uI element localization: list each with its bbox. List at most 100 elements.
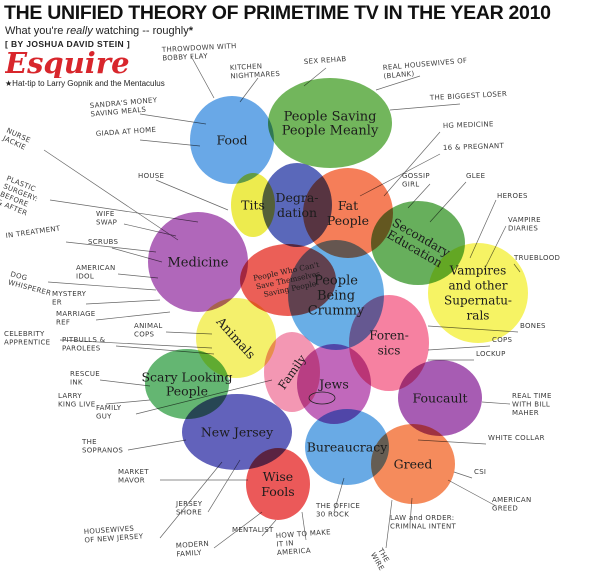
connector-line <box>139 139 201 147</box>
circle-foucault <box>398 360 482 436</box>
label-line: People <box>327 213 369 228</box>
show-white-collar: WHITE COLLAR <box>488 434 545 442</box>
show-law-and-order-criminal-intent: LAW and ORDER: CRIMINAL INTENT <box>390 514 457 531</box>
show-kitchen-nightmares: KITCHENNIGHTMARES <box>230 61 281 80</box>
label-line: Wise <box>263 469 293 484</box>
show-line: IN TREATMENT <box>5 224 61 240</box>
circle-jews <box>297 344 371 424</box>
show-line: PAROLEES <box>62 345 101 353</box>
subtitle-emphasis: really <box>66 25 93 37</box>
show-american-greed: AMERICAN GREED <box>492 496 532 513</box>
label-fat-people: Fat People <box>327 198 369 228</box>
show-line: THE BIGGEST LOSER <box>429 90 508 102</box>
show-line: GOSSIP <box>402 172 430 180</box>
show-larry-king-live: LARRY KING LIVE <box>58 392 95 409</box>
show-throwdown-with-bobby-flay: THROWDOWN WITHBOBBY FLAY <box>161 42 238 62</box>
show-line: WHITE COLLAR <box>488 434 545 442</box>
circle-tits <box>231 173 275 237</box>
show-line: THE OFFICE <box>315 502 360 510</box>
esquire-logo: Esquire <box>5 48 130 78</box>
label-line: sics <box>378 344 401 358</box>
show-line: HOW TO MAKE <box>276 528 332 540</box>
show-american-idol: AMERICAN IDOL <box>76 264 116 281</box>
show-plastic-surgery-before-after: PLASTICSURGERY:BEFORE& AFTER <box>0 174 42 219</box>
circle-greed <box>371 424 455 504</box>
show-dog-whisperer: DOGWHISPERER <box>7 270 54 297</box>
connector-line <box>389 103 461 111</box>
label-line: Foucault <box>412 390 467 405</box>
circle-bureaucracy <box>305 409 389 485</box>
show-16-pregnant: 16 & PREGNANT <box>443 142 505 152</box>
show-line: NIGHTMARES <box>230 70 280 81</box>
show-hg-medicine: HG MEDICINE <box>443 120 494 130</box>
label-line: dation <box>277 205 317 220</box>
show-line: MAHER <box>512 409 539 417</box>
show-csi: CSI <box>474 468 486 476</box>
show-line: KING LIVE <box>58 401 95 409</box>
connector-line <box>213 511 263 549</box>
show-line: AMERICAN <box>492 496 532 504</box>
label-line: Degra- <box>275 190 318 205</box>
label-vampires-and-other-supernatu-rals: Vampires and other Supernatu-rals <box>444 264 512 323</box>
show-line: SHORE <box>176 509 202 517</box>
label-medicine: Medicine <box>168 256 229 271</box>
subtitle-text: What you're <box>5 25 67 37</box>
show-line: WIFE <box>96 210 115 218</box>
show-real-time-with-bill-maher: REAL TIME WITH BILL MAHER <box>512 392 552 417</box>
label-line: Jews <box>317 376 349 391</box>
show-line: SEX REHAB <box>304 55 347 66</box>
label-tits: Tits <box>241 197 265 212</box>
show-line: JERSEY <box>175 500 203 508</box>
connector-line <box>85 299 161 305</box>
scribble-circle <box>308 391 336 405</box>
show-rescue-ink: RESCUE INK <box>70 370 100 387</box>
connector-line <box>385 499 393 549</box>
label-line: Greed <box>394 456 433 471</box>
label-line: Medicine <box>168 256 229 271</box>
show-the-wire: THEWIRE <box>368 546 393 572</box>
show-how-to-make-it-in-america: HOW TO MAKEIT INAMERICA <box>276 528 333 557</box>
circle-wise-fools <box>246 448 310 520</box>
show-line: BONES <box>520 322 546 330</box>
show-line: LOCKUP <box>476 350 506 358</box>
category-blobs <box>145 78 528 520</box>
label-line: Tits <box>241 197 265 212</box>
show-line: 16 & PREGNANT <box>443 142 505 152</box>
show-giada-at-home: GIADA AT HOME <box>96 126 157 138</box>
label-line: Being <box>317 289 355 304</box>
asterisk-mark: * <box>188 25 193 37</box>
connector-line <box>159 461 223 539</box>
show-lockup: LOCKUP <box>476 350 506 358</box>
show-line: SCRUBS <box>88 238 118 246</box>
show-line: MAVOR <box>118 477 145 485</box>
circle-new-jersey <box>182 394 292 470</box>
label-line: Scary Looking <box>141 369 232 384</box>
page-title: THE UNIFIED THEORY OF PRIMETIME TV IN TH… <box>4 2 551 24</box>
show-line: COPS <box>492 336 513 344</box>
show-line: VAMPIRE <box>508 216 541 224</box>
connector-line <box>43 149 179 241</box>
show-line: APPRENTICE <box>4 339 50 347</box>
subtitle: What you're really watching -- roughly* <box>5 25 193 37</box>
connector-line <box>261 519 277 537</box>
show-mystery-er: MYSTERY ER <box>52 290 87 307</box>
label-line: Supernatu- <box>444 294 512 308</box>
label-new-jersey: New Jersey <box>201 424 274 439</box>
connector-line <box>190 55 215 99</box>
show-line: REF <box>56 319 70 327</box>
show-line: DIARIES <box>508 225 538 233</box>
label-foren-sics: Foren-sics <box>369 329 409 358</box>
connector-line <box>301 511 307 541</box>
show-line: (BLANK) <box>383 70 415 81</box>
hat-tip-note: ★Hat-tip to Larry Gopnik and the Mentacu… <box>5 79 165 88</box>
label-line: People Saving <box>284 110 377 125</box>
label-jews: Jews <box>317 376 349 391</box>
show-line: HG MEDICINE <box>443 120 494 130</box>
connector-line <box>453 471 473 479</box>
show-line: MYSTERY <box>52 290 87 298</box>
label-line: Food <box>216 132 247 147</box>
show-modern-family: MODERNFAMILY <box>176 540 210 559</box>
connector-line <box>105 399 151 405</box>
label-scary-looking-people: Scary Looking People <box>141 369 232 398</box>
show-line: GIADA AT HOME <box>96 126 157 138</box>
